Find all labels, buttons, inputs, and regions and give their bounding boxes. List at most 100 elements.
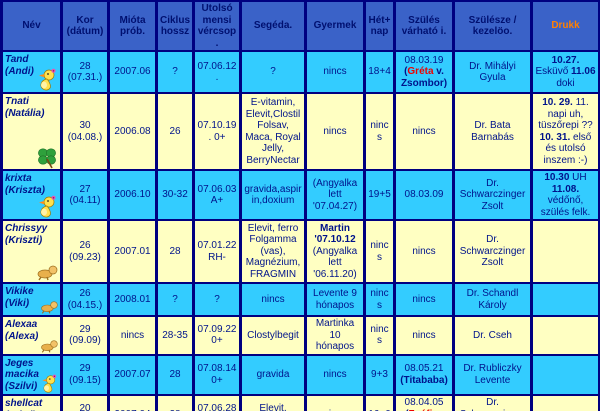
member-name-cell: Jeges macika (Szilvi) <box>0 353 63 396</box>
szules-cell: nincs <box>393 219 455 284</box>
drukk-cell: 10. 29. 11. napi uh, tüszőrepi ?? 10. 31… <box>530 92 600 171</box>
szules-cell: nincs <box>393 92 455 171</box>
crawling-baby-icon <box>39 295 59 314</box>
gyermek-cell: nincs <box>304 394 366 411</box>
segeda-cell: nincs <box>239 282 307 317</box>
col-header-miota: Mióta prób. <box>107 0 158 52</box>
kor-cell: 30 (04.08.) <box>60 92 110 171</box>
segeda-cell: ? <box>239 50 307 94</box>
miota-cell: nincs <box>107 315 158 356</box>
pregnant-duck-icon <box>35 68 59 91</box>
drukk-cell <box>530 219 600 284</box>
kor-cell: 28 (07.31.) <box>60 50 110 94</box>
drukk-cell <box>530 394 600 411</box>
table-row: Chrissyy (Kriszti) 26 (09.23) 2007.01 28… <box>0 219 600 284</box>
col-header-gyermek: Gyermek <box>304 0 366 52</box>
gyermek-cell: (Angyalka lett '07.04.27) <box>304 169 366 221</box>
four-leaf-clover-icon <box>35 145 59 168</box>
gyermek-cell: Martin '07.10.12 (Angyalka lett '06.11.2… <box>304 219 366 284</box>
szulesze-cell: Dr. Schwarczinger Zsolt <box>452 219 533 284</box>
table-row: shellcat (Márti) 20 (04.25.) 2007.04 28 … <box>0 394 600 411</box>
member-name-cell: Tand (Andi) <box>0 50 63 94</box>
col-header-szules: Szülés várható i. <box>393 0 455 52</box>
gyermek-cell: nincs <box>304 353 366 396</box>
table-row: Alexaa (Alexa) 29 (09.09) nincs 28-35 07… <box>0 315 600 356</box>
szules-cell: 08.05.21 (Titababa) <box>393 353 455 396</box>
miota-cell: 2007.04 <box>107 394 158 411</box>
segeda-cell: Clostylbegit <box>239 315 307 356</box>
szulesze-cell: Dr. Schandl Károly <box>452 282 533 317</box>
hetnap-cell: nincs <box>363 219 396 284</box>
member-name: Tand <box>5 54 29 65</box>
segeda-cell: Elevit, ferro Folgamma (vas), Magnézium,… <box>239 219 307 284</box>
ciklus-cell: 28 <box>155 394 195 411</box>
hetnap-cell: 18+4 <box>363 50 396 94</box>
ciklus-cell: 28 <box>155 219 195 284</box>
mensi-cell: ? <box>192 282 242 317</box>
member-name: Vikike <box>5 286 34 297</box>
col-header-kor: Kor (dátum) <box>60 0 110 52</box>
segeda-cell: Elevit, Magne B6 <box>239 394 307 411</box>
mensi-cell: 07.10.19. 0+ <box>192 92 242 171</box>
member-nick: (Natália) <box>5 107 45 119</box>
table-row: Tand (Andi) 28 (07.31.) 2007.06 ? 07.06.… <box>0 50 600 94</box>
mensi-cell: 07.06.28 0+ <box>192 394 242 411</box>
member-nick: (Kriszti) <box>5 234 43 246</box>
crawling-baby-icon <box>39 334 59 353</box>
kor-cell: 29 (09.09) <box>60 315 110 356</box>
ciklus-cell: ? <box>155 50 195 94</box>
szules-cell: 08.03.09 <box>393 169 455 221</box>
kor-cell: 26 (04.15.) <box>60 282 110 317</box>
member-nick: (Márti) <box>5 410 58 411</box>
ciklus-cell: ? <box>155 282 195 317</box>
member-name-cell: krixta (Kriszta) <box>0 169 63 221</box>
member-name-cell: shellcat (Márti) <box>0 394 63 411</box>
gyermek-cell: Levente 9 hónapos <box>304 282 366 317</box>
mensi-cell: 07.01.22 RH- <box>192 219 242 284</box>
member-name: krixta <box>5 173 32 184</box>
ciklus-cell: 30-32 <box>155 169 195 221</box>
szulesze-cell: Dr. Rubliczky Levente <box>452 353 533 396</box>
szulesze-cell: Dr. Schwarczinger Zsolt <box>452 394 533 411</box>
szulesze-cell: Dr. Mihályi Gyula <box>452 50 533 94</box>
szulesze-cell: Dr. Bata Barnabás <box>452 92 533 171</box>
miota-cell: 2007.01 <box>107 219 158 284</box>
member-name-cell: Tnati (Natália) <box>0 92 63 171</box>
ciklus-cell: 28 <box>155 353 195 396</box>
pregnant-duck-icon <box>39 374 59 393</box>
ciklus-cell: 26 <box>155 92 195 171</box>
drukk-cell: 10.27. Esküvő 11.06 doki <box>530 50 600 94</box>
header-row: Név Kor (dátum) Mióta prób. Ciklus hossz… <box>0 0 600 52</box>
szules-cell: 08.03.19 (Gréta v. Zsombor) <box>393 50 455 94</box>
table-row: Vikike (Viki) 26 (04.15.) 2008.01 ? ? ni… <box>0 282 600 317</box>
col-header-drukk: Drukk <box>530 0 600 52</box>
miota-cell: 2007.07 <box>107 353 158 396</box>
member-name: Jeges macika <box>5 357 39 381</box>
kor-cell: 29 (09.15) <box>60 353 110 396</box>
kor-cell: 26 (09.23) <box>60 219 110 284</box>
col-header-hetnap: Hét+ nap <box>363 0 396 52</box>
col-header-mensi: Utolsó mensi vércsop. <box>192 0 242 52</box>
hetnap-cell: nincs <box>363 92 396 171</box>
gyermek-cell: Martinka 10 hónapos <box>304 315 366 356</box>
miota-cell: 2008.01 <box>107 282 158 317</box>
kor-cell: 27 (04.11) <box>60 169 110 221</box>
member-nick: (Viki) <box>5 297 30 309</box>
table-row: Tnati (Natália) 30 (04.08.) 2006.08 26 0… <box>0 92 600 171</box>
member-nick: (Szilvi) <box>5 380 38 392</box>
kor-cell: 20 (04.25.) <box>60 394 110 411</box>
ciklus-cell: 28-35 <box>155 315 195 356</box>
member-nick: (Kriszta) <box>5 184 46 196</box>
member-name-cell: Vikike (Viki) <box>0 282 63 317</box>
szulesze-cell: Dr. Schwarczinger Zsolt <box>452 169 533 221</box>
member-name: Alexaa <box>5 319 38 330</box>
pregnant-duck-icon <box>35 195 59 218</box>
szules-cell: nincs <box>393 282 455 317</box>
mensi-cell: 07.09.22 0+ <box>192 315 242 356</box>
drukk-cell: 10.30 UH 11.08. védőnő, szülés felk. <box>530 169 600 221</box>
hetnap-cell: 9+3 <box>363 353 396 396</box>
col-header-segeda: Segéda. <box>239 0 307 52</box>
segeda-cell: E-vitamin, Elevit,Clostil Folsav, Maca, … <box>239 92 307 171</box>
